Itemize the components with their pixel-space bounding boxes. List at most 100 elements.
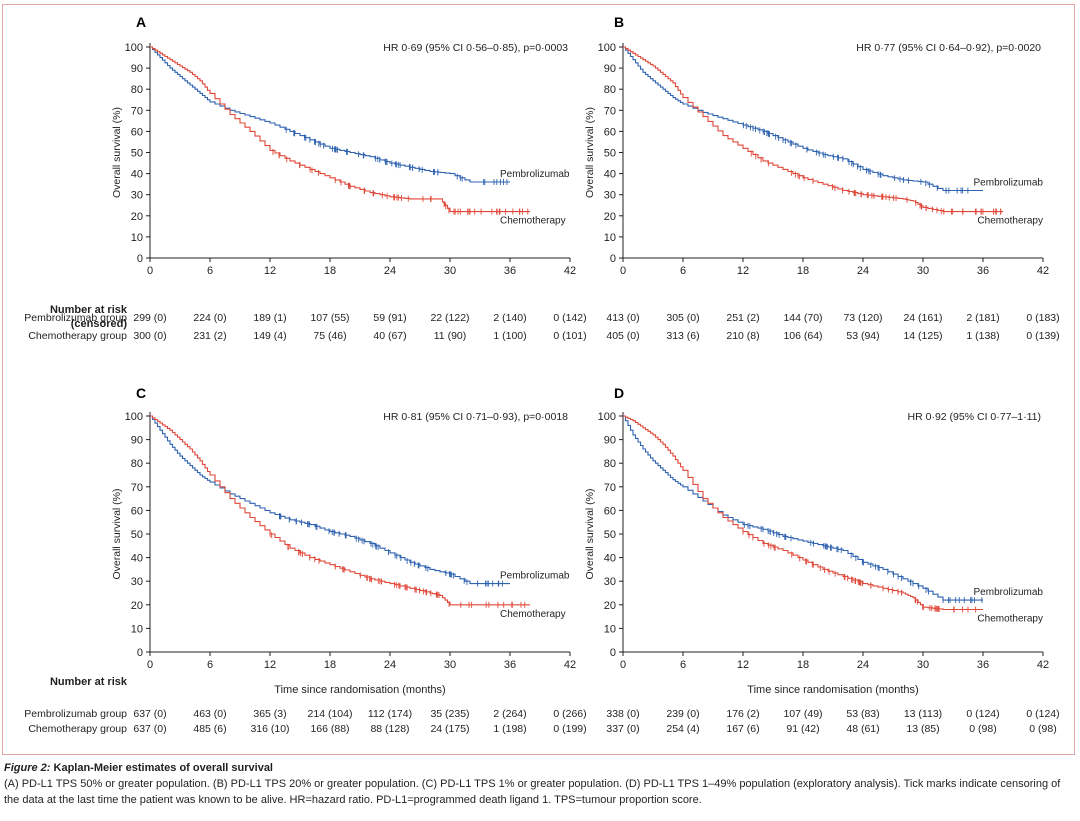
pembrolizumab-series-label: Pembrolizumab [974,587,1044,598]
chemo-risk-value: 167 (6) [726,723,759,735]
pembro-risk-value: 338 (0) [606,708,639,720]
x-tick-label: 18 [797,265,809,277]
x-tick-label: 18 [324,659,336,671]
chemo-risk-value: 24 (175) [430,723,469,735]
pembro-risk-value: 59 (91) [373,312,406,324]
y-tick-label: 0 [610,253,616,265]
y-tick-label: 100 [598,42,616,54]
pembro-risk-value: 24 (161) [903,312,942,324]
pembro-risk-value: 107 (49) [783,708,822,720]
y-tick-label: 80 [131,458,143,470]
pembrolizumab-curve [623,46,983,192]
y-tick-label: 30 [131,576,143,588]
pembro-risk-value: 73 (120) [843,312,882,324]
chemo-risk-value: 53 (94) [846,330,879,342]
chemotherapy-curve [623,46,1003,213]
y-tick-label: 70 [131,105,143,117]
x-tick-label: 42 [1037,659,1049,671]
chemotherapy-curve [150,415,530,606]
x-tick-label: 12 [264,265,276,277]
caption-figure-number: Figure 2: [4,762,51,774]
chemotherapy-series-label: Chemotherapy [977,216,1043,227]
pembro-risk-value: 0 (266) [553,708,586,720]
caption-title: Figure 2: Kaplan-Meier estimates of over… [4,762,273,774]
x-axis-label: Time since randomisation (months) [747,684,918,696]
pembro-risk-value: 53 (83) [846,708,879,720]
panel-letter: A [136,14,146,30]
pembrolizumab-series-label: Pembrolizumab [974,177,1044,188]
y-tick-label: 50 [131,529,143,541]
y-tick-label: 30 [604,190,616,202]
chemotherapy-curve [623,415,983,611]
x-tick-label: 36 [504,659,516,671]
chemo-risk-value: 14 (125) [903,330,942,342]
chemotherapy-series-label: Chemotherapy [500,216,566,227]
x-tick-label: 6 [207,265,213,277]
caption-title-text: Kaplan-Meier estimates of overall surviv… [50,762,274,774]
x-tick-label: 30 [444,265,456,277]
y-tick-label: 90 [604,63,616,75]
chemotherapy-row-label: Chemotherapy group [28,723,127,735]
y-tick-label: 90 [131,435,143,447]
x-tick-label: 24 [384,265,396,277]
chemo-risk-value: 0 (98) [1029,723,1056,735]
x-tick-label: 18 [324,265,336,277]
chemo-risk-value: 106 (64) [783,330,822,342]
pembro-risk-value: 2 (140) [493,312,526,324]
pembro-risk-value: 463 (0) [193,708,226,720]
pembro-risk-value: 637 (0) [133,708,166,720]
y-tick-label: 10 [604,623,616,635]
y-tick-label: 60 [131,126,143,138]
pembro-risk-value: 299 (0) [133,312,166,324]
chemo-risk-value: 313 (6) [666,330,699,342]
y-tick-label: 60 [131,505,143,517]
y-tick-label: 40 [604,553,616,565]
x-tick-label: 24 [857,265,869,277]
pembro-risk-value: 413 (0) [606,312,639,324]
y-tick-label: 90 [604,435,616,447]
chemo-risk-value: 149 (4) [253,330,286,342]
x-tick-label: 0 [147,265,153,277]
y-tick-label: 80 [604,84,616,96]
chemo-risk-value: 210 (8) [726,330,759,342]
panel-letter: B [614,14,624,30]
x-tick-label: 36 [504,265,516,277]
x-tick-label: 6 [680,265,686,277]
pembro-risk-value: 365 (3) [253,708,286,720]
y-tick-label: 70 [131,482,143,494]
y-tick-label: 20 [131,600,143,612]
chemo-risk-value: 300 (0) [133,330,166,342]
pembrolizumab-curve [623,415,983,601]
pembro-risk-value: 35 (235) [430,708,469,720]
x-tick-label: 36 [977,659,989,671]
pembro-risk-value: 0 (124) [1026,708,1059,720]
chemo-risk-value: 88 (128) [370,723,409,735]
pembro-risk-value: 112 (174) [368,708,412,720]
chemo-risk-value: 405 (0) [606,330,639,342]
pembrolizumab-curve [150,415,510,585]
panel-c: C 0 10 20 30 40 50 60 70 80 90 100 0 6 12 18 24 30 36 42 Ove… [111,385,587,735]
chemo-risk-value: 254 (4) [666,723,699,735]
panel-a: A 0 10 20 30 40 50 60 70 80 90 100 0 6 12 18 24 30 36 42 Ove… [111,14,587,342]
pembro-risk-value: 239 (0) [666,708,699,720]
pembro-risk-value: 144 (70) [783,312,822,324]
x-axis-label: Time since randomisation (months) [274,684,445,696]
x-tick-label: 30 [444,659,456,671]
y-tick-label: 80 [604,458,616,470]
pembrolizumab-row-label: Pembrolizumab group [24,312,127,324]
chemo-risk-value: 1 (198) [493,723,526,735]
panel-letter: C [136,385,146,401]
y-tick-label: 60 [604,126,616,138]
y-axis-label: Overall survival (%) [584,488,596,579]
hazard-ratio-annotation: HR 0·92 (95% CI 0·77–1·11) [908,411,1041,423]
panel-b: B 0 10 20 30 40 50 60 70 80 90 100 0 6 12 18 24 30 36 42 Ove… [584,14,1060,342]
y-tick-label: 20 [604,600,616,612]
y-tick-label: 40 [604,169,616,181]
y-tick-label: 0 [610,647,616,659]
chemo-risk-value: 0 (139) [1026,330,1059,342]
chemo-risk-value: 1 (138) [966,330,999,342]
caption-body: (A) PD-L1 TPS 50% or greater population.… [4,778,1061,806]
y-tick-label: 10 [604,232,616,244]
hazard-ratio-annotation: HR 0·69 (95% CI 0·56–0·85), p=0·0003 [383,42,568,54]
pembro-risk-value: 22 (122) [430,312,469,324]
